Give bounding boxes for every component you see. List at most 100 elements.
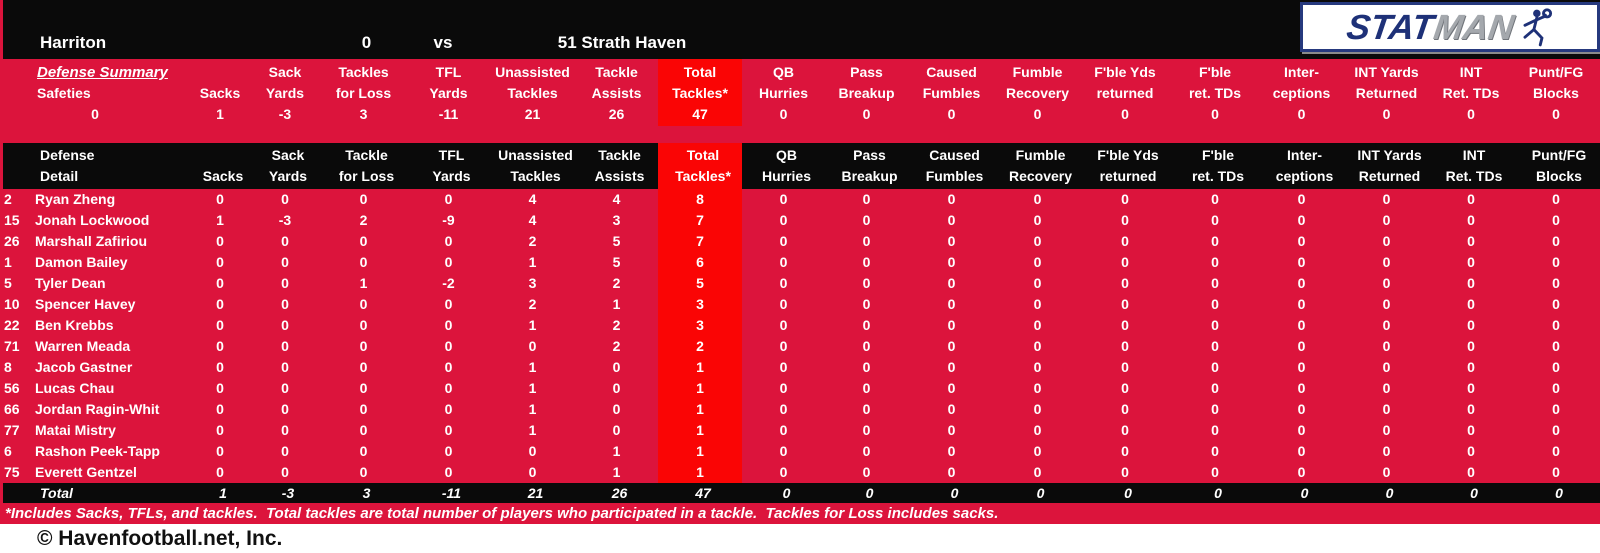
column-header: Inter- <box>1284 64 1319 80</box>
total-value: 3 <box>362 485 371 501</box>
stat-cell: 0 <box>216 464 224 480</box>
stat-cell: 0 <box>1121 233 1129 249</box>
stat-cell: 0 <box>862 212 871 228</box>
player-name: Jacob Gastner <box>35 359 133 375</box>
stat-cell: 0 <box>1033 359 1042 375</box>
stat-cell: 0 <box>1382 443 1391 459</box>
stat-cell: 2 <box>528 296 537 312</box>
stat-cell: 3 <box>696 317 704 333</box>
table-row: 56 Lucas Chau 0 0 0 0 1 0 1 0 0 0 0 0 0 0 0 0 0 <box>0 378 1600 399</box>
stat-cell: 0 <box>1297 212 1306 228</box>
stat-cell: 0 <box>612 422 621 438</box>
column-header: TFL <box>435 64 462 80</box>
column-header: Tackles <box>507 85 558 101</box>
summary-value: -11 <box>438 106 459 122</box>
stat-cell: 0 <box>1382 191 1391 207</box>
column-header: ret. TDs <box>1188 85 1242 101</box>
player-name: Matai Mistry <box>35 422 116 438</box>
column-header: QB <box>776 147 797 163</box>
stat-cell: 0 <box>1467 464 1475 480</box>
stat-cell: 0 <box>1297 191 1306 207</box>
stat-cell: 0 <box>1121 254 1129 270</box>
stat-cell: 1 <box>612 464 621 480</box>
column-header: INT Yards <box>1354 64 1419 80</box>
stat-cell: 0 <box>1382 233 1391 249</box>
stat-cell: 0 <box>1211 254 1219 270</box>
stat-cell: 0 <box>444 401 453 417</box>
stat-cell: 0 <box>216 443 224 459</box>
table-row: 8 Jacob Gastner 0 0 0 0 1 0 1 0 0 0 0 0 0 0 0 0 0 <box>0 357 1600 378</box>
stat-cell: 0 <box>1297 254 1306 270</box>
total-value: 1 <box>219 485 227 501</box>
stat-cell: 0 <box>1297 275 1306 291</box>
player-number: 2 <box>4 191 12 207</box>
stat-cell: 0 <box>1552 254 1560 270</box>
stat-cell: 0 <box>1467 380 1475 396</box>
stat-cell: 0 <box>1467 233 1475 249</box>
player-number: 77 <box>4 422 20 438</box>
stat-cell: 2 <box>612 317 621 333</box>
stat-cell: 0 <box>1211 380 1219 396</box>
stat-cell: 4 <box>528 212 537 228</box>
player-number: 1 <box>4 254 12 270</box>
stat-cell: 0 <box>779 380 788 396</box>
column-header: Fumble <box>1015 147 1066 163</box>
stat-cell: 0 <box>1121 338 1129 354</box>
stat-cell: 0 <box>1552 317 1560 333</box>
stat-cell: 0 <box>612 359 621 375</box>
stat-cell: 0 <box>862 254 871 270</box>
stat-cell: 1 <box>696 422 704 438</box>
summary-value: 0 <box>862 106 871 122</box>
stat-cell: 0 <box>862 464 871 480</box>
stat-cell: 0 <box>779 443 788 459</box>
player-number: 15 <box>4 212 20 228</box>
stat-cell: 0 <box>779 212 788 228</box>
stat-cell: 0 <box>612 380 621 396</box>
stat-cell: 0 <box>528 338 537 354</box>
column-header: Yards <box>265 85 305 101</box>
stat-cell: 0 <box>444 254 453 270</box>
player-number: 22 <box>4 317 20 333</box>
stat-cell: 0 <box>444 317 453 333</box>
table-row: 2 Ryan Zheng 0 0 0 0 4 4 8 0 0 0 0 0 0 0 0 0 0 <box>0 189 1600 210</box>
column-header: Ret. TDs <box>1442 85 1500 101</box>
stat-cell: 0 <box>862 317 871 333</box>
column-header: Caused <box>929 147 980 163</box>
player-number: 5 <box>4 275 12 291</box>
stat-cell: 0 <box>947 422 956 438</box>
stat-cell: 0 <box>1382 380 1391 396</box>
stat-cell: 0 <box>216 401 224 417</box>
summary-row-label: Safeties <box>37 85 91 101</box>
stat-cell: 0 <box>612 401 621 417</box>
player-number: 26 <box>4 233 20 249</box>
stat-cell: 0 <box>1033 443 1042 459</box>
stat-cell: 0 <box>1121 296 1129 312</box>
stat-cell: 0 <box>281 317 289 333</box>
home-team-score: 0 <box>361 33 372 52</box>
stat-cell: 1 <box>696 380 704 396</box>
stat-cell: 0 <box>1033 191 1042 207</box>
stat-cell: 0 <box>947 275 956 291</box>
stat-cell: 0 <box>216 191 224 207</box>
stat-cell: 0 <box>1467 191 1475 207</box>
stat-cell: 0 <box>1033 233 1042 249</box>
table-row: 6 Rashon Peek-Tapp 0 0 0 0 0 1 1 0 0 0 0 0 0 0 0 0 0 <box>0 441 1600 462</box>
stat-cell: 0 <box>1552 443 1560 459</box>
stat-cell: 0 <box>1297 359 1306 375</box>
stat-cell: 0 <box>1297 233 1306 249</box>
stat-cell: 0 <box>444 464 453 480</box>
stat-cell: 0 <box>216 338 224 354</box>
stat-cell: 0 <box>1211 317 1219 333</box>
stat-cell: 0 <box>779 422 788 438</box>
column-header: Breakup <box>838 85 895 101</box>
table-row: 0 1 -3 3 -11 21 26 47 0 0 0 0 0 0 0 0 0 0 <box>0 104 1600 125</box>
stat-cell: 0 <box>1121 317 1129 333</box>
stat-cell: 0 <box>281 254 289 270</box>
stat-cell: 0 <box>281 275 289 291</box>
column-header: Hurries <box>761 168 812 184</box>
stat-cell: 0 <box>359 422 368 438</box>
stat-cell: 1 <box>528 359 537 375</box>
stat-cell: 0 <box>444 359 453 375</box>
column-header: Sack <box>268 64 302 80</box>
total-value: 0 <box>950 485 959 501</box>
